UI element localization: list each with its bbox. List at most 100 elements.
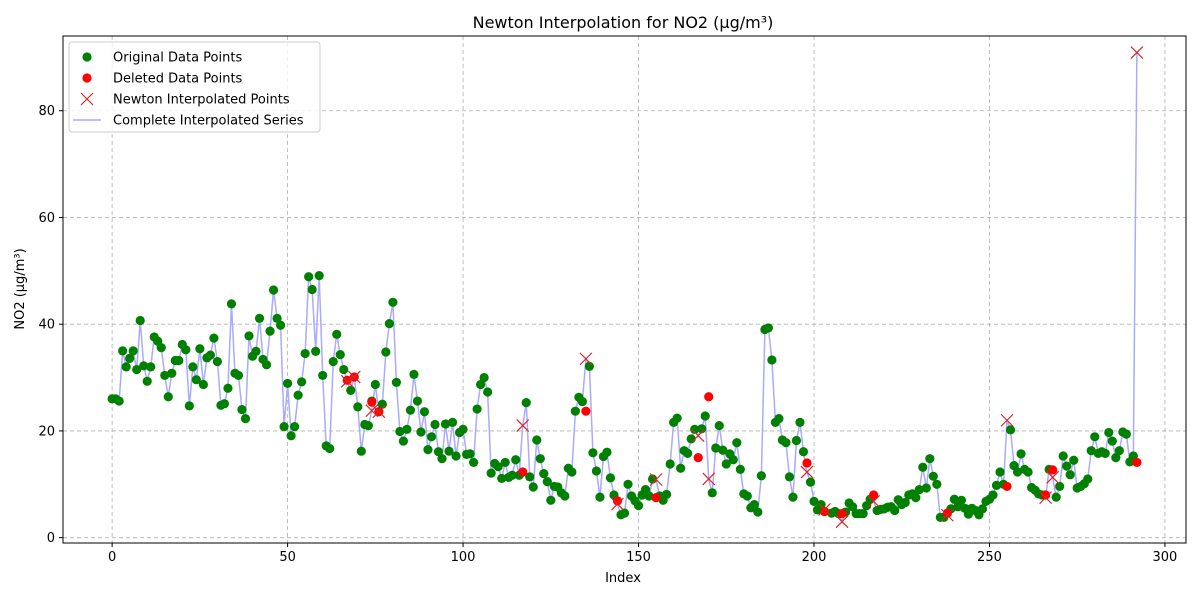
original-point — [683, 448, 693, 458]
chart-title: Newton Interpolation for NO2 (μg/m³) — [473, 13, 774, 32]
original-point — [121, 362, 131, 372]
newton-point — [649, 473, 663, 486]
original-point — [718, 445, 728, 455]
original-point — [707, 488, 717, 498]
newton-point — [835, 515, 849, 529]
original-point — [914, 485, 924, 495]
original-point — [567, 467, 577, 477]
newton-point — [940, 508, 954, 522]
x-tick-label: 300 — [1153, 550, 1178, 565]
original-point — [444, 446, 454, 456]
original-point — [293, 390, 303, 400]
original-point — [437, 454, 447, 464]
original-point — [188, 362, 198, 372]
original-point — [1121, 429, 1131, 439]
original-point — [848, 502, 858, 512]
original-point — [135, 315, 145, 326]
original-point — [398, 436, 409, 446]
original-point — [605, 473, 616, 483]
original-point — [251, 346, 261, 357]
original-point — [483, 387, 493, 397]
original-point — [223, 383, 233, 393]
original-point — [268, 285, 279, 295]
original-point — [774, 414, 784, 424]
original-point — [297, 377, 307, 387]
original-point — [290, 422, 300, 432]
original-point — [476, 379, 486, 390]
original-point — [191, 375, 201, 385]
original-point — [219, 399, 230, 409]
original-point — [114, 396, 124, 406]
original-point — [426, 432, 437, 442]
legend-label-deleted: Deleted Data Points — [113, 72, 243, 87]
original-point — [763, 323, 773, 333]
original-point — [433, 447, 444, 457]
x-tick-label: 200 — [802, 550, 827, 565]
original-point — [542, 477, 552, 487]
original-data-points — [107, 271, 1138, 522]
original-point — [447, 417, 458, 427]
original-point — [391, 377, 401, 387]
original-point — [272, 313, 282, 323]
original-point — [412, 396, 423, 406]
original-point — [458, 424, 468, 434]
original-point — [697, 424, 707, 434]
original-point — [395, 426, 405, 437]
original-point — [932, 479, 942, 489]
original-point — [163, 392, 173, 402]
original-point — [423, 445, 433, 455]
deleted-point — [1041, 490, 1051, 500]
original-point — [956, 495, 967, 505]
original-point — [1062, 461, 1072, 471]
original-point — [721, 459, 731, 469]
original-point — [244, 331, 254, 341]
original-point — [181, 345, 191, 355]
original-point — [279, 422, 289, 432]
original-point — [1107, 436, 1117, 446]
original-point — [1090, 432, 1100, 442]
original-point — [139, 361, 149, 371]
original-point — [339, 364, 349, 375]
original-point — [676, 463, 686, 473]
original-point — [858, 509, 868, 519]
original-point — [949, 494, 959, 504]
original-point — [742, 491, 752, 501]
original-point — [314, 271, 324, 281]
original-point — [318, 370, 328, 381]
original-point — [254, 313, 265, 323]
newton-point — [1039, 491, 1053, 505]
original-point — [662, 489, 672, 500]
original-point — [690, 424, 700, 434]
legend: Original Data Points Deleted Data Points N… — [68, 41, 321, 133]
original-point — [1065, 470, 1075, 480]
deleted-point — [1002, 481, 1012, 492]
original-point — [507, 470, 517, 480]
original-point — [356, 446, 366, 456]
legend-marker-original — [82, 52, 92, 62]
original-point — [749, 499, 759, 510]
original-point — [532, 435, 542, 445]
original-point — [304, 272, 314, 282]
original-point — [525, 472, 535, 482]
original-point — [911, 493, 921, 503]
original-point — [156, 343, 166, 353]
original-point — [535, 454, 545, 464]
original-point — [370, 379, 380, 390]
x-axis-ticks: 0 50 100 150 200 250 300 — [108, 543, 1177, 565]
original-point — [711, 443, 721, 453]
x-tick-label: 100 — [451, 550, 476, 565]
original-point — [809, 496, 819, 506]
newton-point — [818, 502, 831, 516]
original-point — [405, 405, 416, 415]
deleted-point — [518, 467, 528, 477]
original-point — [493, 462, 503, 472]
original-point — [539, 469, 549, 479]
x-tick-label: 0 — [108, 550, 116, 565]
original-point — [784, 472, 795, 482]
original-point — [791, 435, 802, 446]
original-point — [918, 462, 928, 472]
newton-point — [579, 352, 593, 366]
original-point — [528, 482, 538, 492]
original-point — [1023, 467, 1033, 477]
original-point — [160, 370, 170, 381]
